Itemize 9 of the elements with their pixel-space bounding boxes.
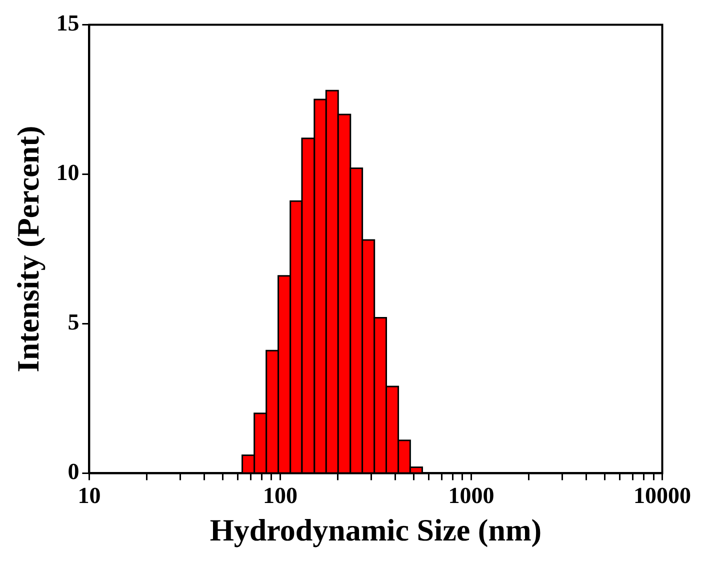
y-tick-label: 5 bbox=[68, 310, 80, 335]
y-tick-label: 15 bbox=[56, 10, 80, 36]
y-tick-label: 10 bbox=[56, 160, 80, 186]
x-tick-label: 100 bbox=[262, 482, 298, 508]
y-tick-label: 0 bbox=[68, 459, 80, 484]
x-tick-label: 10000 bbox=[634, 482, 691, 508]
x-axis-title: Hydrodynamic Size (nm) bbox=[210, 512, 542, 548]
y-axis-title: Intensity (Percent) bbox=[10, 126, 46, 372]
x-tick-label: 1000 bbox=[448, 482, 494, 508]
